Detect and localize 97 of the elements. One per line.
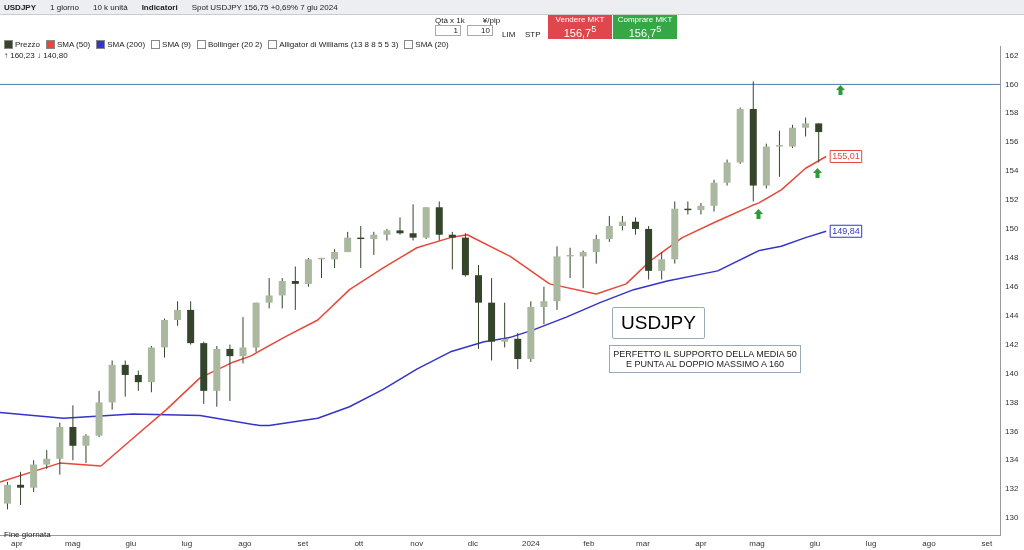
annotation: Fine giornata [4,530,51,539]
text: 10 k unità [92,2,128,12]
y-tick-label: 148 [1005,253,1019,263]
x-tick-label: lug [181,539,193,549]
annotation: SMA (9) [161,40,191,50]
x-tick-label: feb [583,539,595,549]
data-label: 155,01 [832,151,860,161]
y-tick-label: 162 [1005,50,1019,60]
legend-label: Prezzo [14,40,40,50]
text: ¥/pip [482,16,501,25]
text: 156,7$^{5}$ [628,24,662,39]
candlestick [710,179,718,213]
y-tick-label: 136 [1005,426,1019,436]
candlestick [396,216,404,236]
x-tick-label: set [981,539,994,549]
candlestick [30,459,38,493]
candlestick [134,370,142,392]
text: Indicatori [141,2,178,12]
candlestick [69,404,77,461]
x-tick-label: ago [238,539,253,549]
annotation: ↑ 160,23 ↓ 140,80 [4,51,68,60]
x-tick-label: ott [354,539,365,549]
candlestick [383,228,391,242]
x-tick-label: apr [695,539,708,549]
candlestick [331,248,339,269]
candlestick [43,449,51,470]
candlestick [291,266,299,311]
text: 156,7$^{5}$ [563,24,597,39]
legend-label: SMA (200) [106,40,146,50]
x-tick-label: giu [809,539,821,549]
y-tick-label: 144 [1005,310,1019,320]
candlestick [815,122,823,163]
annotation: USDJPY [612,307,705,339]
candlestick [579,250,587,289]
candlestick [723,159,731,187]
y-tick-label: 156 [1005,137,1019,147]
x-tick-label: set [297,539,309,549]
candlestick [514,332,522,370]
candlestick [82,433,90,464]
x-tick-label: giu [125,539,137,549]
candlestick [789,124,797,149]
candlestick [605,215,613,243]
candlestick [775,130,783,178]
chart-title: USDJPY [4,2,37,12]
y-tick-label: 138 [1005,397,1019,407]
y-tick-label: 146 [1005,281,1019,291]
x-tick-label: ago [922,539,937,549]
text: Comprare MKT [616,15,674,24]
text: 1 [435,25,461,36]
annotation: Alligator di Williams (13 8 8 5 5 3) [278,40,399,50]
x-tick-label: apr [11,539,23,549]
candlestick [540,286,548,325]
text: LIM [502,30,516,39]
text: 1 giorno [50,2,79,12]
y-tick-label: 150 [1005,224,1019,234]
y-tick-label: 154 [1005,166,1019,176]
chart-subtitle: Spot USDJPY 156,75 +0,69% 7 giu 2024 [191,2,338,12]
text: STP [525,30,541,39]
x-tick-label: mar [636,539,651,549]
candlestick [17,471,25,506]
candlestick [592,234,600,265]
legend-label: SMA (50) [55,40,91,50]
candlestick [409,203,417,242]
x-tick-label: mag [65,539,81,549]
y-tick-label: 160 [1005,79,1019,89]
candlestick [226,344,234,402]
candlestick [174,300,182,327]
y-tick-label: 140 [1005,368,1019,378]
candlestick [121,359,129,398]
x-tick-label: nov [410,539,424,549]
candlestick [501,302,509,348]
candlestick [370,231,378,256]
x-tick-label: mag [749,539,765,549]
data-label: 149,84 [832,225,860,236]
annotation: PERFETTO IL SUPPORTO DELLA MEDIA 50 E PUNTA AL DOPPIO MASSIMO A 160 [609,345,801,373]
y-tick-label: 130 [1005,513,1019,523]
candlestick [658,251,666,281]
y-tick-label: 132 [1005,484,1019,494]
x-tick-label: dic [467,539,479,549]
x-tick-label: 2024 [521,539,541,549]
text: Qtà x 1k [435,16,465,25]
text: Vendere MKT [554,15,606,24]
candlestick [3,481,11,510]
y-tick-label: 142 [1005,339,1019,349]
annotation: SMA (20) [414,40,449,50]
candlestick [697,202,705,215]
candlestick [278,277,286,309]
candlestick [265,277,273,309]
text: 10 [467,25,493,36]
candlestick [802,117,810,137]
x-tick-label: lug [865,539,877,549]
candlestick [239,316,247,364]
y-tick-label: 134 [1005,455,1019,465]
annotation: Bollinger (20 2) [206,40,263,50]
candlestick [448,231,456,270]
y-tick-label: 152 [1005,195,1019,205]
y-tick-label: 158 [1005,108,1019,118]
